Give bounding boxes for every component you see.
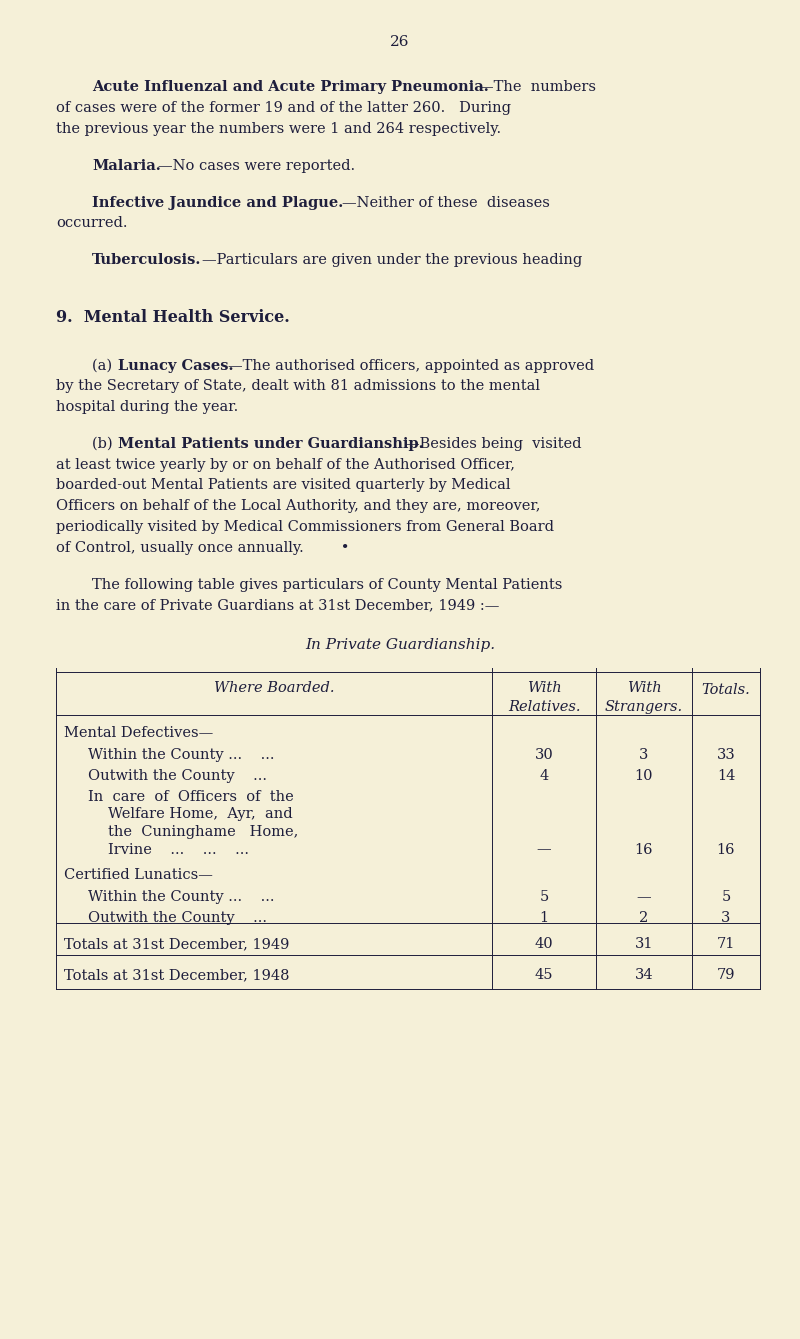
Text: occurred.: occurred. [56,217,127,230]
Text: Welfare Home,  Ayr,  and: Welfare Home, Ayr, and [108,807,293,821]
Text: The following table gives particulars of County Mental Patients: The following table gives particulars of… [92,577,562,592]
Text: 14: 14 [717,769,735,783]
Text: Lunacy Cases.: Lunacy Cases. [118,359,233,372]
Text: by the Secretary of State, dealt with 81 admissions to the mental: by the Secretary of State, dealt with 81… [56,379,540,394]
Text: 9.  Mental Health Service.: 9. Mental Health Service. [56,309,290,327]
Text: 33: 33 [717,749,735,762]
Text: Irvine    ...    ...    ...: Irvine ... ... ... [108,842,249,857]
Text: Infective Jaundice and Plague.: Infective Jaundice and Plague. [92,195,343,210]
Text: —: — [637,890,651,904]
Text: 31: 31 [634,937,654,951]
Text: 71: 71 [717,937,735,951]
Text: Totals at 31st December, 1949: Totals at 31st December, 1949 [64,937,290,951]
Text: (a): (a) [92,359,117,372]
Text: Totals.: Totals. [702,683,750,698]
Text: 79: 79 [717,968,735,981]
Text: the previous year the numbers were 1 and 264 respectively.: the previous year the numbers were 1 and… [56,122,501,137]
Text: —: — [537,842,551,857]
Text: 1: 1 [539,911,549,925]
Text: Mental Defectives—: Mental Defectives— [64,726,214,740]
Text: 16: 16 [717,842,735,857]
Text: Within the County ...    ...: Within the County ... ... [88,749,274,762]
Text: Relatives.: Relatives. [508,700,580,715]
Text: 34: 34 [634,968,654,981]
Text: 10: 10 [634,769,654,783]
Text: —Particulars are given under the previous heading: —Particulars are given under the previou… [202,253,582,268]
Text: Within the County ...    ...: Within the County ... ... [88,890,274,904]
Text: In  care  of  Officers  of  the: In care of Officers of the [88,790,294,803]
Text: in the care of Private Guardians at 31st December, 1949 :—: in the care of Private Guardians at 31st… [56,599,499,612]
Text: —Neither of these  diseases: —Neither of these diseases [342,195,550,210]
Text: With: With [626,682,662,695]
Text: Where Boarded.: Where Boarded. [214,682,334,695]
Text: at least twice yearly by or on behalf of the Authorised Officer,: at least twice yearly by or on behalf of… [56,458,515,471]
Text: of Control, usually once annually.        •: of Control, usually once annually. • [56,541,350,554]
Text: Tuberculosis.: Tuberculosis. [92,253,202,268]
Text: Mental Patients under Guardianship.: Mental Patients under Guardianship. [118,437,423,451]
Text: Acute Influenzal and Acute Primary Pneumonia.: Acute Influenzal and Acute Primary Pneum… [92,80,489,95]
Text: 3: 3 [722,911,730,925]
Text: periodically visited by Medical Commissioners from General Board: periodically visited by Medical Commissi… [56,520,554,534]
Text: 3: 3 [639,749,649,762]
Text: of cases were of the former 19 and of the latter 260.   During: of cases were of the former 19 and of th… [56,102,511,115]
Text: boarded-out Mental Patients are visited quarterly by Medical: boarded-out Mental Patients are visited … [56,478,510,493]
Text: 2: 2 [639,911,649,925]
Text: Strangers.: Strangers. [605,700,683,715]
Text: Outwith the County    ...: Outwith the County ... [88,769,267,783]
Text: 26: 26 [390,35,410,48]
Text: Malaria.: Malaria. [92,159,161,173]
Text: With: With [526,682,562,695]
Text: 5: 5 [722,890,730,904]
Text: 5: 5 [539,890,549,904]
Text: —No cases were reported.: —No cases were reported. [158,159,355,173]
Text: Totals at 31st December, 1948: Totals at 31st December, 1948 [64,968,290,981]
Text: 16: 16 [634,842,654,857]
Text: 4: 4 [539,769,549,783]
Text: the  Cuninghame   Home,: the Cuninghame Home, [108,825,298,840]
Text: Outwith the County    ...: Outwith the County ... [88,911,267,925]
Text: —Besides being  visited: —Besides being visited [405,437,582,451]
Text: —The  numbers: —The numbers [479,80,596,95]
Text: In Private Guardianship.: In Private Guardianship. [305,639,495,652]
Text: 30: 30 [534,749,554,762]
Text: Officers on behalf of the Local Authority, and they are, moreover,: Officers on behalf of the Local Authorit… [56,499,541,513]
Text: 40: 40 [534,937,554,951]
Text: —The authorised officers, appointed as approved: —The authorised officers, appointed as a… [228,359,594,372]
Text: Certified Lunatics—: Certified Lunatics— [64,869,213,882]
Text: 45: 45 [534,968,554,981]
Text: (b): (b) [92,437,118,451]
Text: hospital during the year.: hospital during the year. [56,400,238,414]
